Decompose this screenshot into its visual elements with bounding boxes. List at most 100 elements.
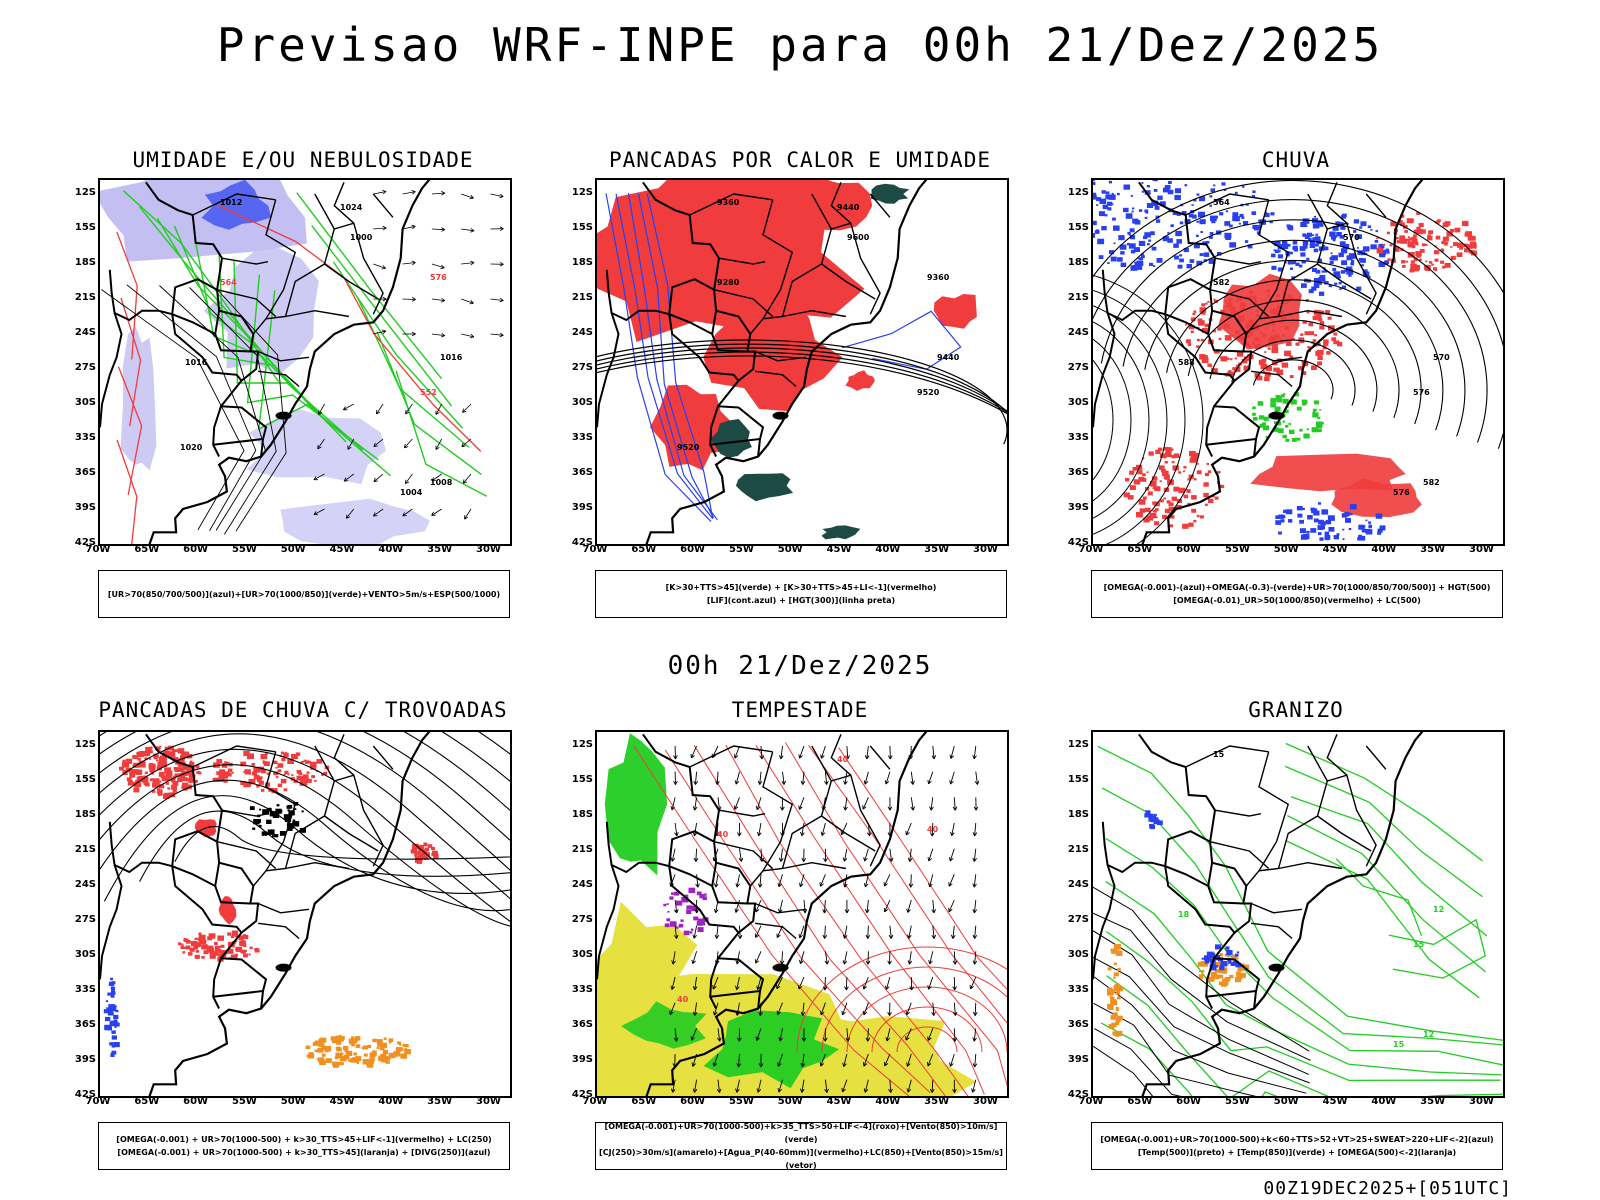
lat-tick-label: 33S: [1067, 432, 1089, 443]
lat-tick-label: 24S: [1067, 327, 1089, 338]
state-border: [372, 193, 394, 218]
country-border: [1206, 438, 1257, 446]
lon-tick-label: 50W: [1273, 544, 1299, 555]
lon-tick-label: 60W: [1176, 544, 1202, 555]
contour-label: 1016: [185, 358, 208, 367]
map-canvas: [100, 732, 510, 1096]
storm-area-red: [212, 750, 330, 794]
instability-area-red: [933, 294, 977, 329]
state-border: [713, 841, 774, 870]
lon-tick-label: 70W: [85, 544, 111, 555]
lon-tick-label: 50W: [280, 544, 306, 555]
country-border: [214, 862, 251, 905]
lagoa-dos-patos: [1268, 963, 1285, 972]
country-border: [1164, 866, 1236, 934]
legend-line: [OMEGA(-0.001)-(azul)+OMEGA(-0.3)-(verde…: [1103, 583, 1491, 592]
temperature-500-contour: [1093, 1045, 1154, 1096]
temperature-850-contour: [1105, 837, 1503, 1066]
country-border: [212, 957, 268, 1009]
panel-legend: [OMEGA(-0.001)-(azul)+OMEGA(-0.3)-(verde…: [1091, 570, 1503, 618]
map-area: [98, 730, 512, 1098]
temperature-500-contour: [1093, 956, 1310, 1084]
lon-tick-label: 65W: [134, 544, 160, 555]
temperature-500-contour: [1094, 1028, 1182, 1096]
thickness-contour-red: [116, 439, 138, 544]
height-contour: [1093, 321, 1150, 519]
state-border: [689, 193, 773, 216]
state-border: [755, 922, 797, 940]
state-border: [1250, 902, 1302, 914]
lat-tick-label: 42S: [74, 1089, 96, 1100]
water-content-contour: [808, 744, 1007, 1024]
instability-area-red: [845, 370, 875, 391]
panel-title: PANCADAS DE CHUVA C/ TROVOADAS: [98, 698, 508, 722]
lat-tick-label: 33S: [571, 432, 593, 443]
state-border: [258, 370, 300, 388]
map-canvas: 40 40 40 40: [597, 732, 1007, 1096]
water-content-contour: [755, 745, 985, 1095]
lon-tick-label: 60W: [183, 544, 209, 555]
lat-tick-label: 21S: [1067, 844, 1089, 855]
lon-tick-label: 30W: [1468, 544, 1494, 555]
lifted-index-contour: [605, 193, 712, 522]
storm-area-red: [410, 842, 439, 864]
pressure-isobar: [189, 287, 277, 535]
state-border: [333, 182, 355, 224]
lon-tick-label: 65W: [1127, 1096, 1153, 1107]
temperature-850-contour: [1335, 858, 1423, 937]
omega-area-orange: [1107, 943, 1124, 1037]
height-contour: [1166, 279, 1422, 425]
humidity-contour-green: [296, 192, 443, 380]
storm-area-orange: [305, 1034, 411, 1068]
humidity-contour-green: [233, 260, 364, 451]
map-area: 15 12 15 18 12 15: [1091, 730, 1505, 1098]
state-border: [869, 193, 891, 218]
panel-legend: [OMEGA(-0.001) + UR>70(1000-500) + k>30_…: [98, 1122, 510, 1170]
legend-line: [OMEGA(-0.001)+UR>70(1000-500)+k<60+TTS>…: [1100, 1135, 1494, 1144]
lat-tick-label: 18S: [1067, 257, 1089, 268]
lon-tick-label: 60W: [183, 1096, 209, 1107]
instability-area-red: [789, 180, 873, 231]
country-border: [605, 269, 670, 322]
water-content-contour: [896, 1026, 958, 1053]
lat-tick-label: 18S: [571, 257, 593, 268]
lon-tick-label: 60W: [680, 544, 706, 555]
storm-area-red: [177, 930, 260, 962]
country-border: [668, 278, 715, 335]
state-border: [749, 745, 833, 887]
panel-legend: [K>30+TTS>45](verde) + [K>30+TTS>45+LI<-…: [595, 570, 1007, 618]
contour-label: 588: [1178, 358, 1195, 367]
thickness-contour-red: [117, 366, 143, 495]
state-border: [216, 841, 277, 870]
country-border: [213, 438, 264, 446]
country-border: [597, 864, 620, 980]
country-border: [1138, 181, 1253, 407]
lon-tick-label: 65W: [134, 1096, 160, 1107]
wind-area-green: [604, 733, 668, 876]
streamlines-250hpa: [100, 732, 510, 927]
legend-line: [OMEGA(-0.001) + UR>70(1000-500) + k>30_…: [117, 1148, 491, 1157]
contour-label: 1000: [350, 233, 373, 242]
country-border: [709, 957, 765, 1009]
panel-legend: [OMEGA(-0.001)+UR>70(1000-500)+k<60+TTS>…: [1091, 1122, 1503, 1170]
wind-area-green: [621, 1001, 707, 1049]
contour-label: 9440: [937, 353, 960, 362]
legend-line: [K>30+TTS>45](verde) + [K>30+TTS>45+LI<-…: [665, 583, 937, 592]
instability-area-green: [821, 525, 861, 540]
lon-tick-label: 55W: [728, 1096, 754, 1107]
wind-vectors: [313, 403, 472, 520]
legend-line: [OMEGA(-0.001)+UR>70(1000-500)+k>35_TTS>…: [604, 1122, 998, 1144]
lat-tick-label: 39S: [1067, 502, 1089, 513]
geopotential-contour: [597, 339, 1007, 445]
contour-label: 9520: [677, 443, 700, 452]
panel-title: TEMPESTADE: [731, 698, 869, 722]
country-border: [171, 866, 243, 934]
temperature-850-contour: [1290, 796, 1488, 937]
lat-tick-label: 12S: [1067, 739, 1089, 750]
lat-tick-label: 21S: [571, 844, 593, 855]
legend-line: [LIF](cont.azul) + [HGT(300)](linha pret…: [706, 596, 896, 605]
lat-tick-label: 42S: [1067, 537, 1089, 548]
state-border: [1258, 199, 1290, 320]
temperature-500-contour: [1093, 1002, 1257, 1096]
contour-label: 15: [1413, 940, 1425, 949]
